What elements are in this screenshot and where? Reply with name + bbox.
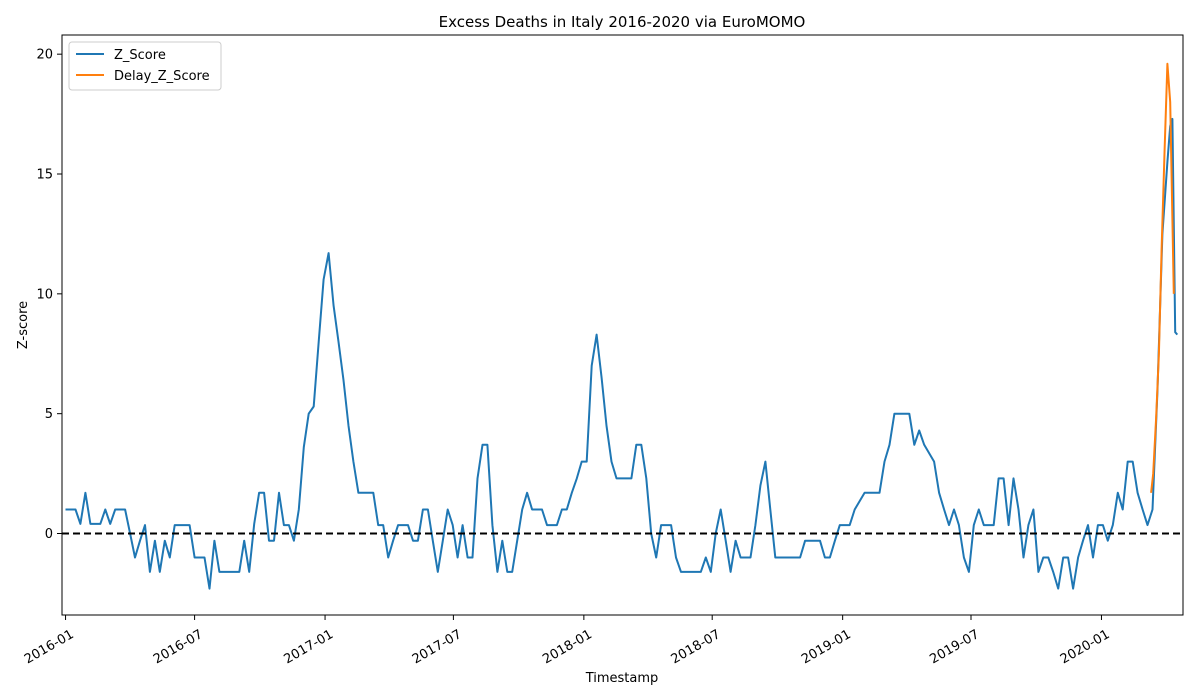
y-tick-label: 15 xyxy=(36,168,53,183)
legend-label-z-score: Z_Score xyxy=(114,48,166,63)
chart-title: Excess Deaths in Italy 2016-2020 via Eur… xyxy=(439,13,806,31)
x-axis: 2016-01 2016-07 2017-01 2017-07 2018-01 2018-… xyxy=(22,615,1112,667)
x-tick-label: 2019-07 xyxy=(927,627,982,667)
y-tick-label: 5 xyxy=(45,407,53,422)
plot-frame xyxy=(61,34,1184,616)
x-tick-label: 2017-07 xyxy=(410,627,465,667)
x-tick-label: 2018-01 xyxy=(540,627,595,667)
x-tick-label: 2019-01 xyxy=(799,627,854,667)
x-tick-label: 2016-07 xyxy=(151,627,206,667)
x-tick-label: 2016-01 xyxy=(22,627,77,667)
series-line-z-score xyxy=(65,117,1179,590)
x-tick-label: 2020-01 xyxy=(1058,627,1113,667)
x-axis-label: Timestamp xyxy=(585,671,659,686)
y-tick-label: 0 xyxy=(45,527,53,542)
plot-area xyxy=(61,34,1184,616)
x-tick-label: 2017-01 xyxy=(282,627,337,667)
legend-label-delay-z-score: Delay_Z_Score xyxy=(114,69,210,84)
legend-frame xyxy=(68,41,222,91)
y-tick-label: 20 xyxy=(36,48,53,63)
series-line-delay-z-score xyxy=(1150,62,1175,493)
x-tick-label: 2018-07 xyxy=(669,627,724,667)
y-tick-label: 10 xyxy=(36,287,53,302)
y-axis-label: Z-score xyxy=(16,301,31,349)
legend: Z_Score Delay_Z_Score xyxy=(68,41,222,91)
series-layer xyxy=(65,62,1179,590)
y-axis: 0 5 10 15 20 xyxy=(36,48,62,542)
